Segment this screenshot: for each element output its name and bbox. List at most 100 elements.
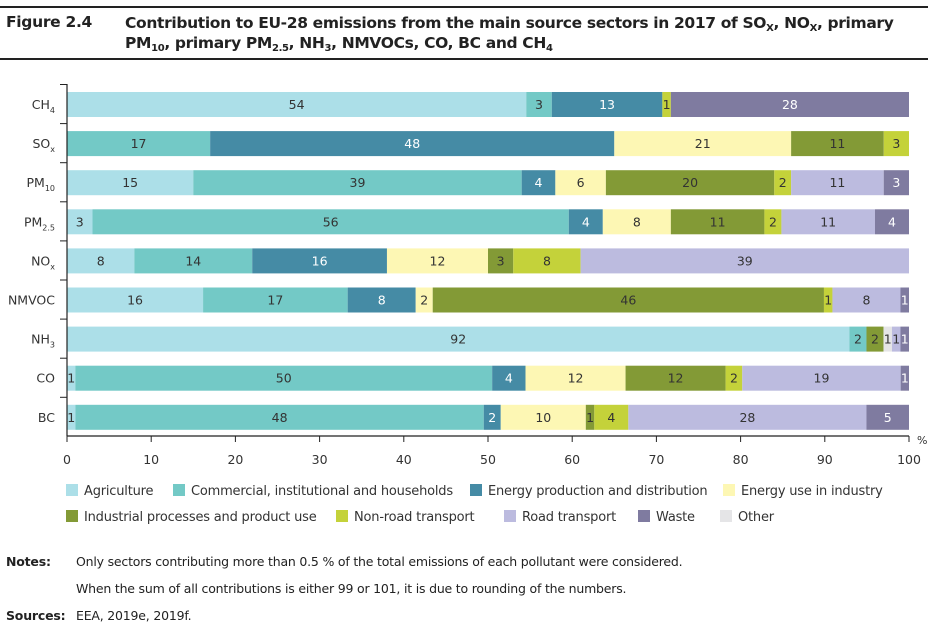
bar-segment <box>134 248 253 274</box>
data-label: 2 <box>779 175 787 190</box>
data-label: 1 <box>663 97 671 112</box>
data-label: 11 <box>710 214 726 229</box>
category-label: PM10 <box>26 175 55 193</box>
bar-segment <box>75 365 493 391</box>
legend-item-commercial: Commercial, institutional and households <box>173 484 453 499</box>
data-label: 3 <box>497 253 505 268</box>
data-label: 56 <box>323 214 339 229</box>
data-label: 17 <box>131 136 147 151</box>
legend-item-non-road-transport: Non-road transport <box>336 510 475 525</box>
x-tick-label: 70 <box>648 452 664 467</box>
data-label: 4 <box>535 175 543 190</box>
bar-segment <box>580 248 909 274</box>
x-tick-label: 60 <box>564 452 580 467</box>
bar-segment <box>866 326 884 352</box>
data-label: 19 <box>814 371 830 386</box>
data-label: 1 <box>67 410 75 425</box>
bar-segment <box>900 365 909 391</box>
legend-swatch <box>470 484 482 496</box>
bar-segment <box>483 404 501 430</box>
title-subscript: 10 <box>151 43 165 54</box>
bar-segment <box>67 170 194 196</box>
bar-segment <box>662 92 671 117</box>
bar-segment <box>725 365 743 391</box>
bar-segment <box>67 287 204 313</box>
data-label: 28 <box>782 97 798 112</box>
data-label: 4 <box>582 214 590 229</box>
legend-swatch <box>336 510 348 522</box>
bar-segment <box>670 209 765 235</box>
legend-swatch <box>66 484 78 496</box>
data-label: 11 <box>829 175 845 190</box>
legend-label: Energy production and distribution <box>488 484 708 499</box>
data-label: 1 <box>67 371 75 386</box>
x-tick-label: 90 <box>817 452 833 467</box>
x-tick-label: 0 <box>63 452 71 467</box>
data-label: 48 <box>404 136 420 151</box>
x-tick-label: 50 <box>480 452 496 467</box>
data-label: 8 <box>633 214 641 229</box>
bar-segment <box>883 131 909 157</box>
bar-segment <box>823 287 833 313</box>
title-subscript: 2.5 <box>272 43 289 54</box>
data-label: 1 <box>892 332 900 347</box>
bar-segment <box>891 326 901 352</box>
data-label: 2 <box>420 293 428 308</box>
legend-label: Road transport <box>522 510 617 525</box>
bar-segment <box>742 365 901 391</box>
category-label: PM2.5 <box>24 214 55 232</box>
data-label: 12 <box>668 371 684 386</box>
x-tick-label: 10 <box>143 452 159 467</box>
legend-label: Energy use in industry <box>741 484 883 499</box>
bar-segment <box>67 365 76 391</box>
title-text: PM <box>125 34 152 52</box>
data-label: 4 <box>888 214 896 229</box>
bar-segment <box>866 404 909 430</box>
bar-segment <box>781 209 875 235</box>
data-label: 12 <box>568 371 584 386</box>
bar-segment <box>874 209 909 235</box>
legend-item-other: Other <box>720 510 774 525</box>
data-label: 3 <box>892 136 900 151</box>
data-label: 11 <box>820 214 836 229</box>
legend-item-road-transport: Road transport <box>504 510 616 525</box>
data-label: 12 <box>430 253 446 268</box>
bar-segment <box>203 287 348 313</box>
legend-item-industrial-processes: Industrial processes and product use <box>66 510 317 525</box>
bar-segment <box>585 404 595 430</box>
data-label: 50 <box>276 371 292 386</box>
bar-segment <box>347 287 416 313</box>
title-text: , primary PM <box>164 34 272 52</box>
bar-segment <box>67 404 76 430</box>
data-label: 1 <box>901 371 909 386</box>
figure-title-line-1: Contribution to EU-28 emissions from the… <box>125 13 925 34</box>
bar-segment <box>386 248 488 274</box>
bar-segment <box>210 131 615 157</box>
data-label: 2 <box>488 410 496 425</box>
data-label: 39 <box>350 175 366 190</box>
bar-segment <box>791 170 884 196</box>
figure-title-line-2: PM10, primary PM2.5, NH3, NMVOCs, CO, BC… <box>125 33 925 54</box>
data-label: 15 <box>122 175 138 190</box>
data-label: 6 <box>577 175 585 190</box>
category-label: SOx <box>32 136 55 154</box>
bar-segment <box>883 326 892 352</box>
bar-segment <box>594 404 629 430</box>
bar-segment <box>900 326 909 352</box>
data-label: 1 <box>586 410 594 425</box>
legend-item-agriculture: Agriculture <box>66 484 153 499</box>
bar-segment <box>500 404 586 430</box>
bar-segment <box>67 209 93 235</box>
sources-text: EEA, 2019e, 2019f. <box>76 608 192 623</box>
data-label: 4 <box>607 410 615 425</box>
data-label: 48 <box>272 410 288 425</box>
data-label: 54 <box>289 97 305 112</box>
bar-segment <box>525 365 626 391</box>
legend-item-waste: Waste <box>638 510 695 525</box>
legend-item-energy-production: Energy production and distribution <box>470 484 708 499</box>
title-subscript: 4 <box>545 43 553 54</box>
bar-segment <box>75 404 484 430</box>
data-label: 8 <box>378 293 386 308</box>
data-label: 17 <box>267 293 283 308</box>
